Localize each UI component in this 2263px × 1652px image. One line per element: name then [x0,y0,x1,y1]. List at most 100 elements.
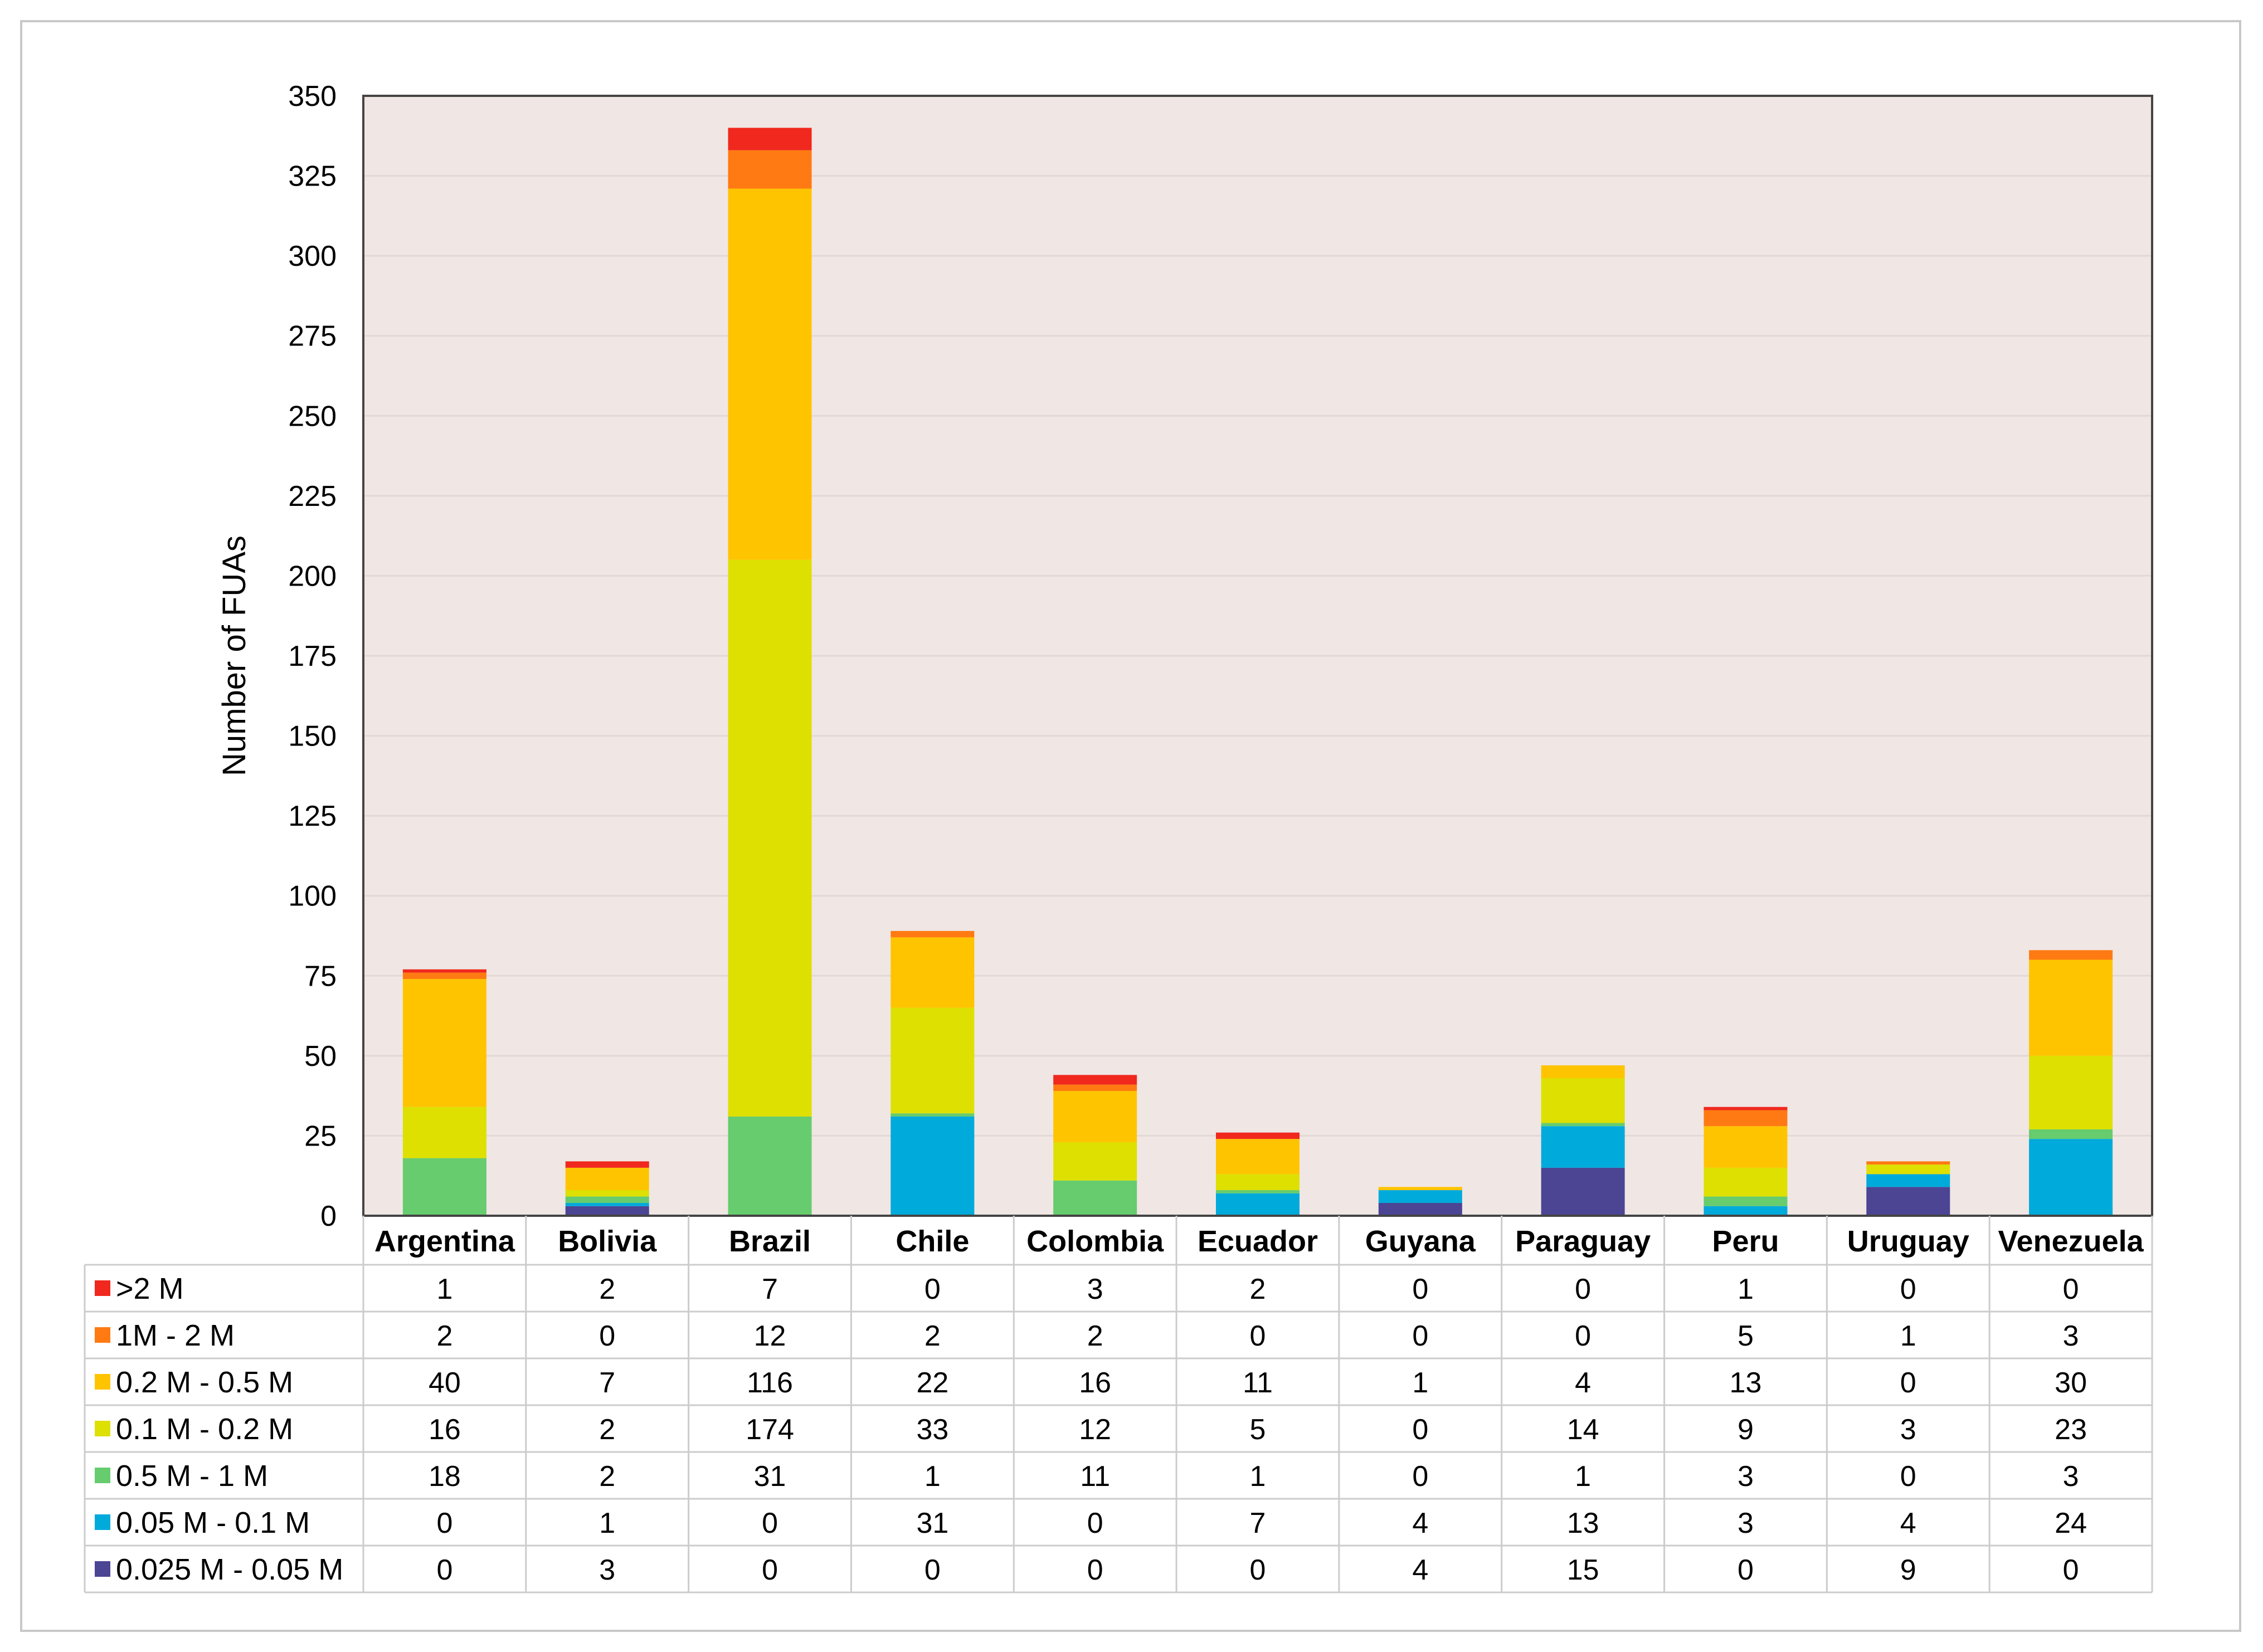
y-tick-label: 100 [288,880,337,913]
bar-segment [1704,1196,1788,1206]
y-tick-label: 75 [304,960,337,992]
table-cell-value: 0 [1087,1554,1103,1586]
bar-segment [890,937,975,1008]
table-cell-value: 24 [2055,1507,2087,1539]
bar-segment [402,969,486,973]
y-tick-label: 325 [288,160,337,193]
table-cell-value: 2 [599,1414,615,1446]
table-cell-value: 0 [1900,1367,1916,1399]
category-label: Peru [1712,1225,1779,1258]
y-tick-label: 50 [304,1040,337,1073]
bar-segment [1378,1203,1462,1216]
bar-segment [1216,1190,1300,1193]
y-tick-label: 300 [288,240,337,272]
bar-segment [728,128,812,150]
table-cell-value: 1 [1738,1273,1754,1305]
y-tick-label: 200 [288,560,337,592]
y-tick-label: 350 [288,80,337,113]
category-label: Guyana [1365,1225,1476,1258]
table-cell-value: 7 [762,1273,778,1305]
data-table: Argentina Bolivia Brazil Chile Colombia Ecuad… [84,1216,2153,1593]
category-label: Colombia [1026,1225,1164,1258]
table-cell-value: 15 [1567,1554,1599,1586]
table-cell-value: 4 [1412,1554,1428,1586]
table-cell-value: 33 [916,1414,948,1446]
bar-segment [890,1007,975,1114]
bar-segment [565,1161,649,1168]
bar-segment [1866,1174,1950,1187]
table-cell-value: 2 [436,1320,452,1352]
category-label: Chile [896,1225,969,1258]
bar-segment [402,1158,486,1216]
table-cell-value: 1 [599,1507,615,1539]
table-cell-value: 2 [599,1460,615,1493]
table-cell-value: 0 [1575,1320,1591,1352]
bar-segment [565,1167,649,1191]
table-cell-value: 16 [429,1414,461,1446]
table-cell-value: 174 [746,1414,794,1446]
category-label: Venezuela [1998,1225,2144,1258]
bar-segment [402,972,486,979]
table-cell-value: 12 [754,1320,786,1352]
bar-segment [1216,1139,1300,1175]
category-label: Paraguay [1515,1225,1651,1258]
table-cell-value: 1 [1900,1320,1916,1352]
table-cell-value: 0 [924,1273,941,1305]
table-cell-value: 3 [2063,1320,2079,1352]
bar-segment [1378,1187,1462,1191]
legend-label: 0.05 M - 0.1 M [116,1506,310,1539]
bar-segment [2029,1129,2113,1139]
legend-swatch [95,1327,110,1343]
y-tick-label: 150 [288,720,337,753]
bar-segment [2029,1139,2113,1216]
bar-segment [728,188,812,560]
legend-label: 0.5 M - 1 M [116,1459,268,1493]
bar-segment [1704,1107,1788,1110]
table-cell-value: 13 [1730,1367,1762,1399]
table-cell-value: 116 [747,1367,793,1399]
table-cell-value: 0 [1900,1273,1916,1305]
bar-segment [565,1206,649,1216]
bar-segment [402,1107,486,1158]
category-label: Uruguay [1847,1225,1969,1258]
table-cell-value: 18 [429,1460,461,1493]
bar-segment [402,979,486,1107]
table-cell-value: 0 [1575,1273,1591,1305]
bar-segment [1216,1174,1300,1191]
y-tick-label: 175 [288,640,337,673]
legend-swatch [95,1374,110,1390]
table-cell-value: 0 [1412,1414,1428,1446]
bar-segment [1704,1126,1788,1168]
table-cell-value: 5 [1738,1320,1754,1352]
bar-segment [1053,1075,1137,1085]
bar-segment [2029,959,2113,1056]
bar-segment [728,559,812,1117]
bar-segment [565,1196,649,1203]
table-cell-value: 0 [762,1554,778,1586]
bar-segment [1704,1206,1788,1216]
table-cell-value: 31 [754,1460,786,1493]
table-cell-value: 0 [436,1507,452,1539]
table-cell-value: 1 [1412,1367,1428,1399]
bar-segment [2029,950,2113,960]
table-cell-value: 9 [1900,1554,1916,1586]
table-cell-value: 1 [1575,1460,1591,1493]
table-cell-value: 2 [924,1320,941,1352]
table-cell-value: 0 [1087,1507,1103,1539]
table-cell-value: 0 [1412,1460,1428,1493]
bar-segment [1053,1142,1137,1181]
bar-segment [890,1113,975,1117]
bar-segment [1541,1123,1625,1127]
table-cell-value: 0 [436,1554,452,1586]
table-cell-value: 2 [599,1273,615,1305]
table-cell-value: 4 [1575,1367,1591,1399]
y-tick-label: 225 [288,480,337,513]
table-cell-value: 23 [2055,1414,2087,1446]
bar-segment [1053,1180,1137,1216]
table-cell-value: 9 [1738,1414,1754,1446]
table-cell-value: 0 [599,1320,615,1352]
bar-segment [2029,1055,2113,1129]
y-tick-label: 275 [288,320,337,353]
table-cell-value: 3 [599,1554,615,1586]
bar-segment [565,1203,649,1206]
